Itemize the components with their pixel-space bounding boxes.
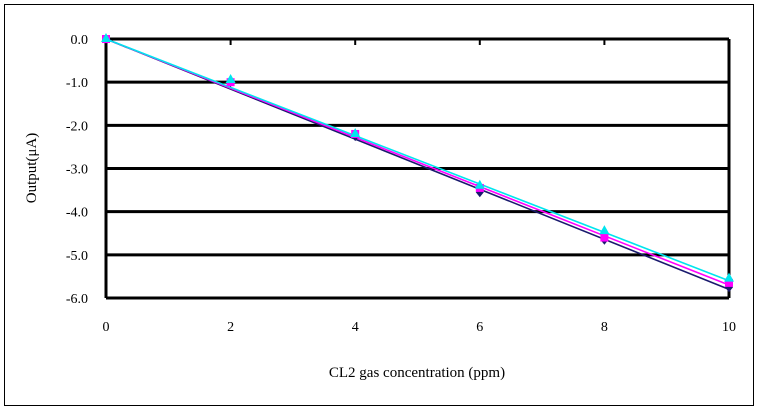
x-tick-label: 10 <box>722 320 736 335</box>
y-tick-label: -1.0 <box>66 76 88 91</box>
data-point-series-3 <box>225 74 236 84</box>
data-point-series-3 <box>474 179 485 189</box>
x-axis-label: CL2 gas concentration (ppm) <box>329 365 505 381</box>
x-tick-label: 4 <box>352 320 359 335</box>
x-tick-label: 8 <box>601 320 608 335</box>
y-tick-label: -4.0 <box>66 206 88 221</box>
trend-line-series-3 <box>105 38 730 282</box>
chart-frame <box>4 4 754 406</box>
data-point-series-3 <box>101 33 111 42</box>
x-tick-label: 2 <box>227 320 234 335</box>
x-tick-label: 0 <box>103 320 110 335</box>
data-point-series-3 <box>350 127 361 137</box>
data-point-series-2 <box>600 233 609 242</box>
x-tick-label: 6 <box>476 320 483 335</box>
y-tick-label: 0.0 <box>71 33 89 48</box>
y-tick-label: -6.0 <box>66 292 88 307</box>
y-tick-label: -5.0 <box>66 249 88 264</box>
data-point-series-2 <box>725 278 733 287</box>
data-point-series-3 <box>724 272 734 282</box>
y-tick-label: -3.0 <box>66 163 88 178</box>
y-axis-label: Output(μA) <box>24 133 40 204</box>
y-tick-label: -2.0 <box>66 119 88 134</box>
data-point-series-3 <box>599 225 610 235</box>
